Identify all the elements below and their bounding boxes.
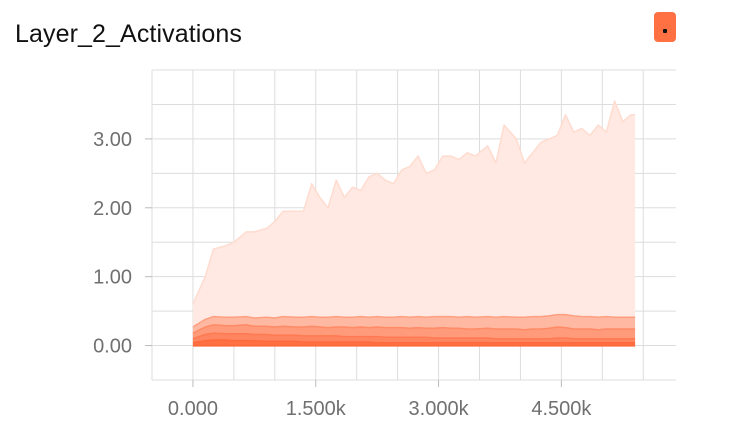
series-line	[192, 332, 636, 340]
y-tick-label: 2.00	[93, 198, 132, 220]
expand-button[interactable]	[654, 12, 676, 42]
x-tick-label: 3.000k	[409, 398, 470, 420]
series-line	[192, 100, 636, 305]
percentile-lines	[192, 100, 636, 347]
distribution-band	[192, 314, 636, 334]
dots-icon	[663, 29, 667, 33]
series-line	[192, 313, 636, 328]
chart-title: Layer_2_Activations	[15, 20, 243, 48]
x-tick-label: 0.000	[168, 398, 218, 420]
x-tick-label: 1.500k	[286, 398, 347, 420]
y-tick-label: 0.00	[93, 336, 132, 358]
distribution-bands	[192, 101, 636, 346]
series-line	[192, 339, 636, 344]
x-tick-label: 4.500k	[531, 398, 592, 420]
axis-ticks: 0.00 1.00 2.00 3.00 0.000 1.500k 3.000k 4.500k	[93, 129, 592, 420]
y-tick-label: 1.00	[93, 267, 132, 289]
distribution-band	[192, 101, 636, 327]
y-tick-label: 3.00	[93, 129, 132, 151]
series-line	[192, 324, 636, 334]
